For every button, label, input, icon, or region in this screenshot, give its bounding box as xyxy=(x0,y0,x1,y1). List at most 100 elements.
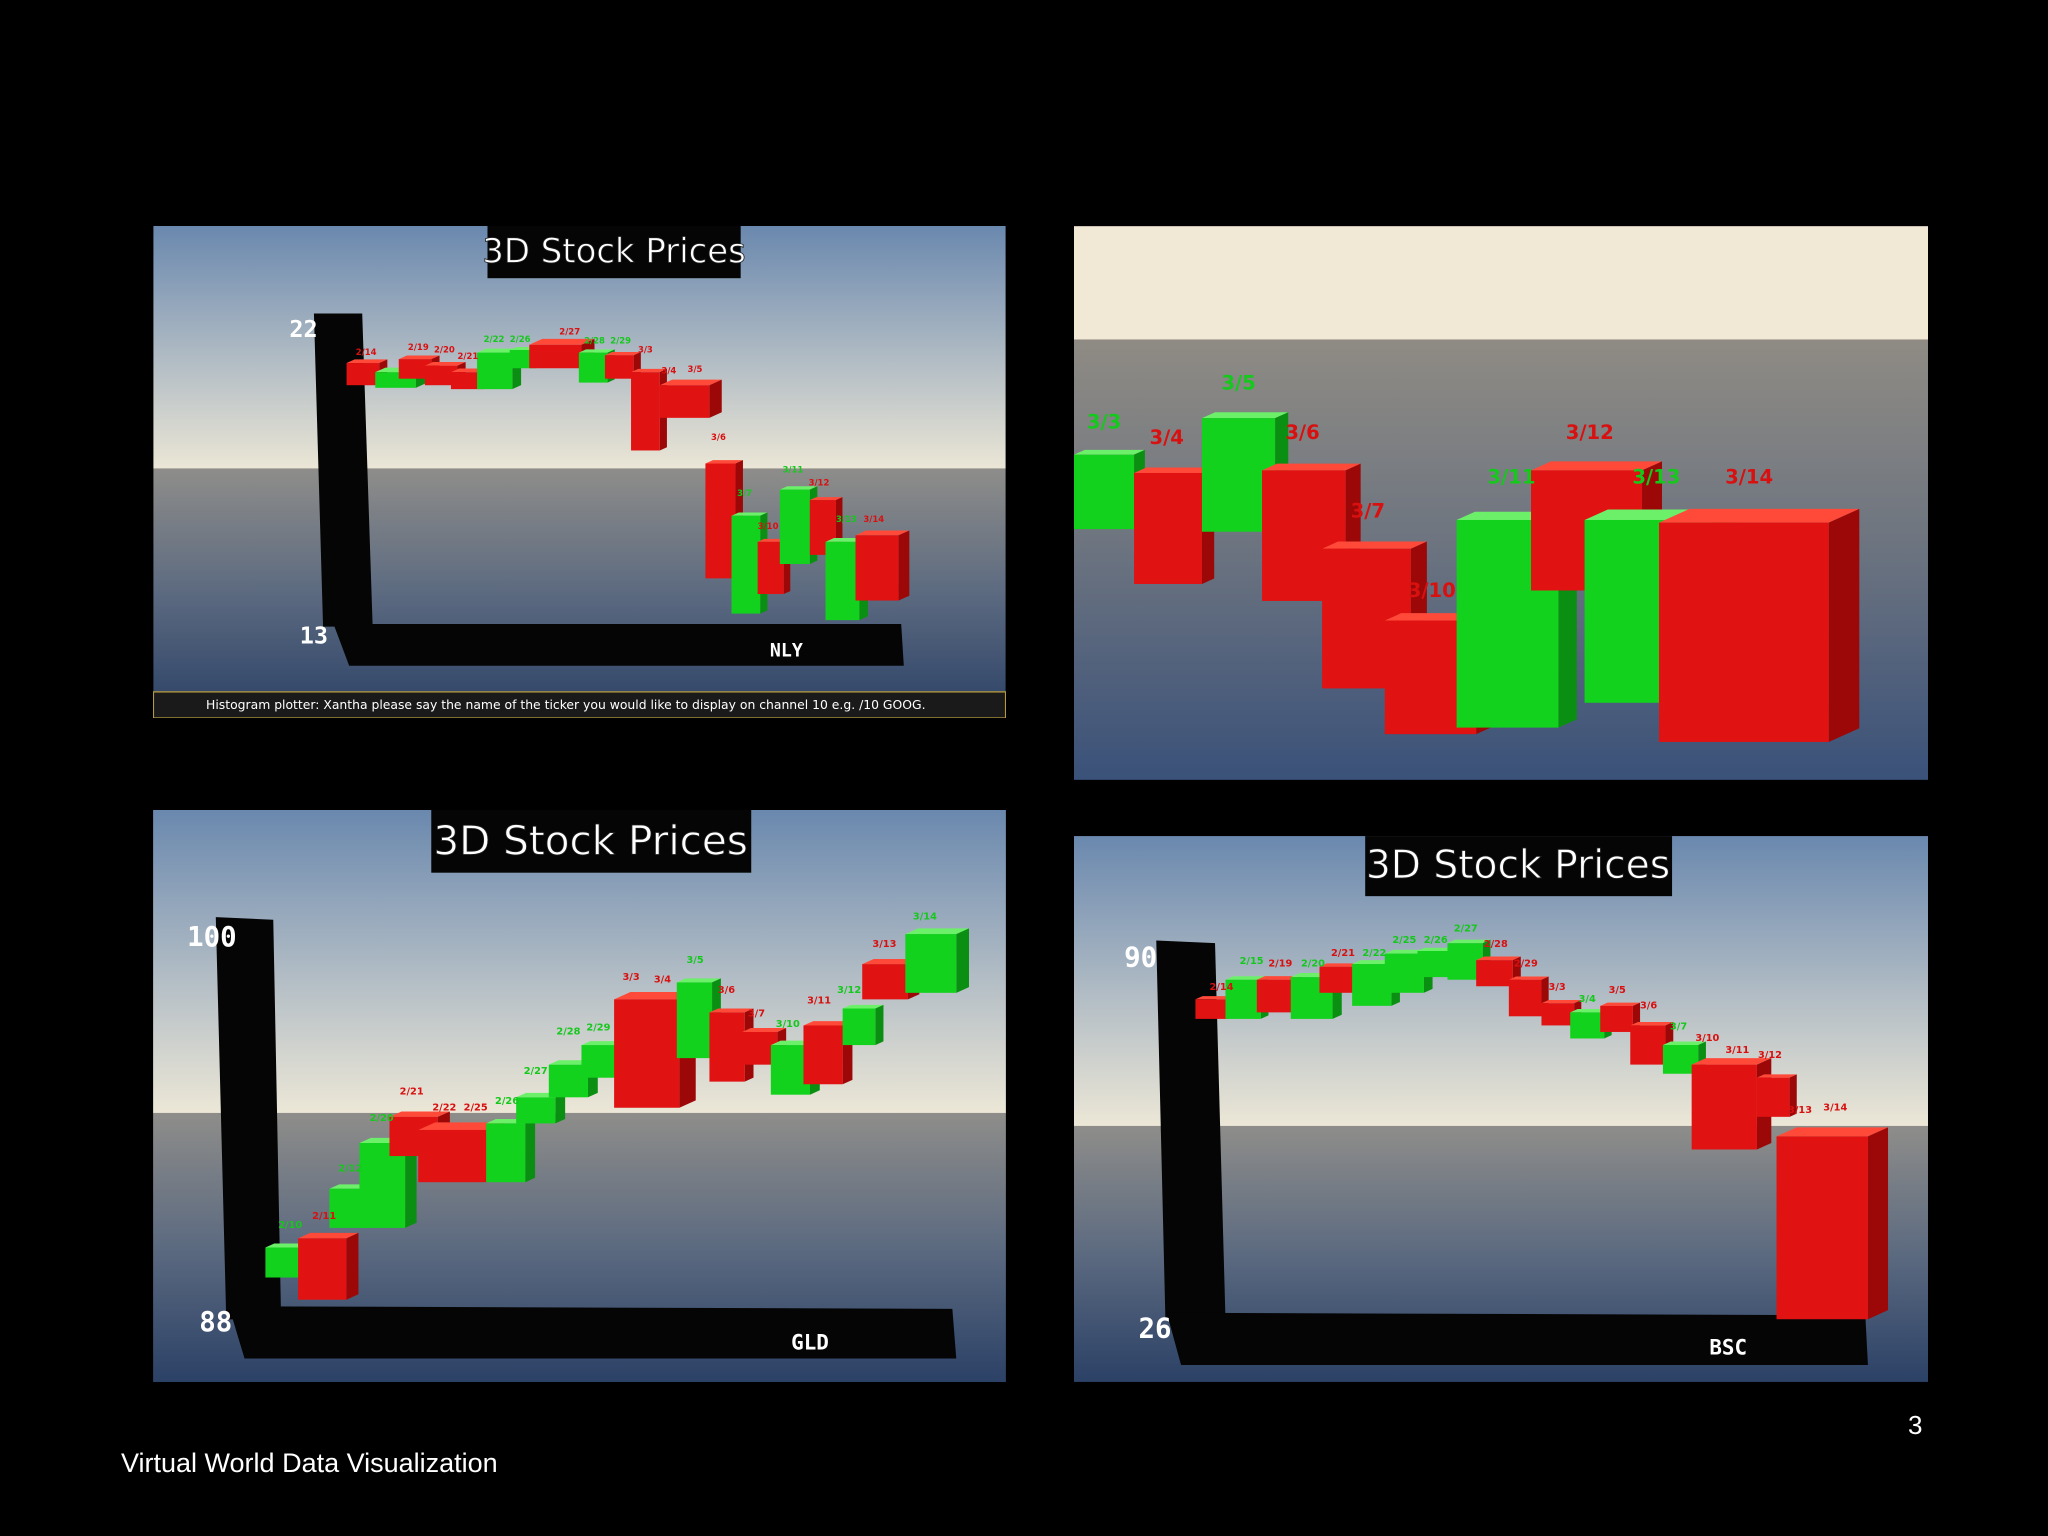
date-label: 2/27 xyxy=(559,326,580,336)
bar-top xyxy=(1659,508,1860,523)
bar-top xyxy=(418,1122,504,1130)
date-label: 3/6 xyxy=(1640,1000,1657,1011)
date-label: 3/11 xyxy=(1487,465,1535,488)
bar xyxy=(477,352,513,390)
bar-side xyxy=(525,1119,536,1183)
bar-top xyxy=(855,530,910,536)
date-label: 2/14 xyxy=(356,347,377,357)
date-label: 3/14 xyxy=(863,514,884,524)
date-label: 3/4 xyxy=(1150,426,1184,449)
date-label: 2/21 xyxy=(400,1087,424,1098)
date-label: 3/10 xyxy=(776,1019,800,1030)
bar-side xyxy=(956,928,969,993)
caption-bar xyxy=(153,691,1006,718)
date-label: 2/26 xyxy=(510,334,531,344)
panel-title: 3D Stock Prices xyxy=(482,233,746,272)
bar xyxy=(398,359,432,379)
bar xyxy=(298,1238,347,1300)
bar-top xyxy=(779,486,818,490)
slide-footer: Virtual World Data Visualization xyxy=(121,1448,498,1478)
bar-top xyxy=(809,497,843,501)
bar xyxy=(779,489,810,565)
date-label: 3/14 xyxy=(913,912,937,923)
bar-top xyxy=(731,512,768,516)
bar xyxy=(1352,964,1392,1006)
ticker-label: BSC xyxy=(1709,1335,1747,1359)
bar-top xyxy=(578,349,615,353)
bar-top xyxy=(1322,541,1427,549)
panel-title: 3D Stock Prices xyxy=(1366,843,1670,888)
bar-top xyxy=(1531,461,1663,471)
date-label: 2/11 xyxy=(312,1211,336,1222)
y-axis-pillar xyxy=(1156,940,1226,1320)
bar-side xyxy=(709,379,722,418)
date-label: 2/28 xyxy=(556,1027,580,1038)
bar-top xyxy=(1508,976,1549,980)
date-label: 2/25 xyxy=(464,1102,488,1113)
bar-top xyxy=(1074,449,1145,455)
date-label: 3/3 xyxy=(638,345,653,355)
date-label: 2/22 xyxy=(484,334,505,344)
title-box xyxy=(1365,836,1673,897)
bar-top xyxy=(705,460,743,464)
bar xyxy=(486,1123,526,1183)
sky xyxy=(1074,226,1928,340)
bar-top xyxy=(1541,999,1582,1004)
bar-top xyxy=(709,1008,754,1013)
date-label: 3/7 xyxy=(1670,1021,1687,1032)
bar xyxy=(1630,1025,1666,1065)
bar-side xyxy=(555,1092,566,1124)
bar xyxy=(705,463,736,579)
date-label: 2/12 xyxy=(338,1164,362,1175)
date-label: 2/20 xyxy=(1301,959,1325,970)
date-label: 2/20 xyxy=(370,1113,394,1124)
date-label: 3/14 xyxy=(1823,1102,1847,1113)
date-label: 2/21 xyxy=(1331,948,1355,959)
bar xyxy=(578,352,608,383)
date-label: 3/3 xyxy=(622,972,639,983)
bar-top xyxy=(389,1111,450,1117)
date-label: 2/28 xyxy=(1484,939,1508,950)
bar xyxy=(1417,950,1451,978)
bar xyxy=(614,999,680,1108)
date-label: 2/29 xyxy=(586,1023,610,1034)
bar-top xyxy=(842,1004,884,1009)
bar-top xyxy=(424,361,466,366)
date-label: 2/26 xyxy=(495,1096,519,1107)
bar xyxy=(731,515,761,614)
date-label: 3/13 xyxy=(1632,465,1680,488)
bar xyxy=(1134,472,1202,584)
bar xyxy=(418,1129,487,1183)
bar xyxy=(1074,454,1135,530)
date-label: 2/10 xyxy=(278,1220,302,1231)
x-axis-base xyxy=(333,624,904,666)
bar xyxy=(1659,522,1829,742)
date-label: 2/29 xyxy=(610,335,631,345)
bar-top xyxy=(862,958,920,965)
bar xyxy=(604,355,634,379)
y-min-label: 88 xyxy=(199,1307,232,1338)
date-label: 3/10 xyxy=(758,521,779,531)
bar-top xyxy=(1201,412,1289,419)
bar xyxy=(905,934,957,993)
date-label: 3/11 xyxy=(782,465,803,475)
bar xyxy=(1384,953,1424,993)
y-max-label: 100 xyxy=(187,922,237,953)
title-box xyxy=(431,810,752,873)
date-label: 2/15 xyxy=(1240,956,1264,967)
bar-top xyxy=(676,978,721,983)
bar-top xyxy=(742,1028,787,1033)
bar-side xyxy=(1789,1074,1797,1117)
bar-top xyxy=(1262,463,1361,471)
bar xyxy=(581,1045,617,1078)
date-label: 2/19 xyxy=(1268,959,1292,970)
bar xyxy=(631,372,660,451)
bar-top xyxy=(1319,963,1360,967)
date-label: 3/12 xyxy=(1758,1050,1782,1061)
title-box xyxy=(487,226,741,279)
bar xyxy=(676,982,713,1059)
date-label: 3/4 xyxy=(1579,994,1596,1005)
date-label: 3/6 xyxy=(711,432,726,442)
bar xyxy=(359,1143,406,1228)
